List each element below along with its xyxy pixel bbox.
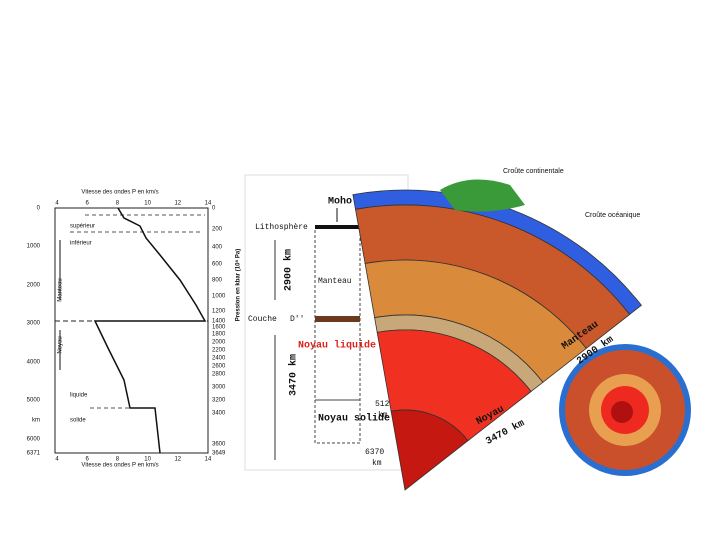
axis-title: Pression en kbar (10⁸ Pa) [236,249,242,322]
tick-label: 1600 [212,325,226,331]
layer-label: supérieur [70,224,95,230]
tick-label: km [32,418,40,424]
tick-label: 8 [116,201,120,207]
label: D'' [290,315,304,324]
tick-label: 200 [212,227,223,233]
label: 2900 km [283,249,295,291]
tick-label: 3200 [212,398,226,404]
tick-label: 4 [55,457,59,463]
tick-label: 3000 [212,385,226,391]
axis-title: Vitesse des ondes P en km/s [81,463,158,469]
continent [440,179,525,212]
tick-label: 0 [37,206,41,212]
tick-label: 6 [86,201,90,207]
axis-title: Vitesse des ondes P en km/s [81,190,158,196]
label: Noyau solide [318,413,390,425]
tick-label: 4 [55,201,59,207]
ticks: 446688101012121414010002000300040005000k… [27,201,226,463]
label: km [378,411,388,420]
tick-label: 1200 [212,309,226,315]
tick-label: 3400 [212,411,226,417]
label: km [372,459,382,468]
label: Couche [248,315,277,324]
layer-label: Noyau [58,336,64,353]
tick-label: 6000 [27,437,41,443]
tick-label: 800 [212,278,223,284]
velocity-graph: Vitesse des ondes P en km/s Vitesse des … [27,190,242,469]
velocity-curve [93,207,207,454]
tick-label: 14 [205,201,212,207]
tick-label: 3649 [212,451,226,457]
layer-label: liquide [70,393,88,399]
label: Noyau liquide [298,340,376,352]
label: Moho [328,196,352,208]
d-layer-bar [315,316,360,322]
tick-label: 2600 [212,364,226,370]
tick-label: 12 [174,201,181,207]
tick-label: 10 [144,457,151,463]
tick-label: 6 [86,457,90,463]
column [314,227,361,444]
label: 6370 [365,448,384,457]
tick-label: 5000 [27,398,41,404]
label: Manteau [318,277,352,286]
tick-label: 2800 [212,372,226,378]
inner-core [390,409,469,491]
tick-label: 1000 [212,294,226,300]
tick-label: 2000 [212,340,226,346]
tick-label: 14 [205,457,212,463]
tick-label: 1000 [27,244,41,250]
plot-frame [54,207,209,454]
tick-label: 6371 [27,451,41,457]
layer-label: solide [70,418,86,424]
earth-cutaway: Croûte continentale Croûte océanique Man… [352,168,691,491]
tick-label: 2200 [212,348,226,354]
tick-label: 2000 [27,283,41,289]
tick-label: 1400 [212,319,226,325]
tick-label: 600 [212,262,223,268]
tick-label: 3000 [27,321,41,327]
label: Croûte continentale [503,168,564,175]
label: 5120 [375,400,394,409]
tick-label: 4000 [27,360,41,366]
tick-label: 12 [174,457,181,463]
tick-label: 400 [212,245,223,251]
label: Lithosphère [255,223,308,232]
tick-label: 8 [116,457,120,463]
tick-label: 0 [212,206,216,212]
tick-label: 3600 [212,442,226,448]
lithosphere-bar [315,225,360,229]
label: Croûte océanique [585,212,640,219]
tick-label: 1800 [212,332,226,338]
tick-label: 2400 [212,356,226,362]
layer-label: inférieur [70,241,92,247]
globe-inner-core [611,401,633,423]
label: 3470 km [288,354,300,396]
layer-label: Manteau [58,278,64,301]
tick-label: 10 [144,201,151,207]
